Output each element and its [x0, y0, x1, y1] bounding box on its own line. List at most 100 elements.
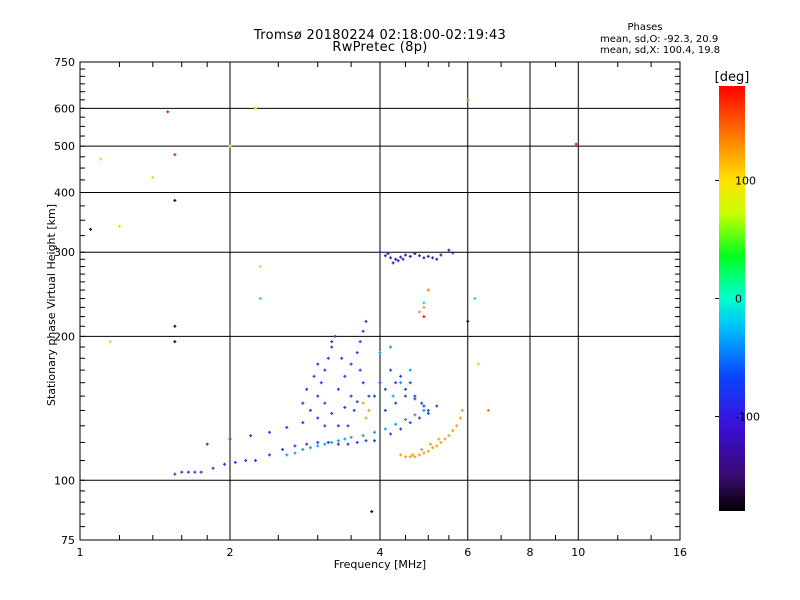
data-point — [426, 254, 430, 258]
data-point — [394, 401, 398, 405]
data-point — [253, 106, 257, 110]
x-tick-label: 10 — [571, 546, 585, 559]
y-tick-label: 500 — [54, 140, 75, 153]
data-point — [173, 198, 177, 202]
data-point — [343, 374, 347, 378]
data-point — [413, 413, 417, 417]
data-point — [447, 248, 451, 252]
data-point — [336, 424, 340, 428]
data-point — [408, 381, 412, 385]
data-point — [205, 442, 209, 446]
data-point — [389, 368, 393, 372]
data-point — [340, 356, 344, 360]
y-tick-label: 200 — [54, 330, 75, 343]
data-point — [285, 425, 289, 429]
data-point — [383, 427, 387, 431]
data-point — [422, 408, 426, 412]
x-tick-label: 8 — [527, 546, 534, 559]
data-point — [408, 368, 412, 372]
data-point — [346, 442, 350, 446]
data-point — [293, 444, 297, 448]
data-point — [426, 411, 430, 415]
x-tick-label: 1 — [77, 546, 84, 559]
data-point — [361, 381, 365, 385]
data-point — [330, 345, 334, 349]
data-point — [308, 446, 312, 450]
data-point — [422, 305, 426, 309]
data-point — [228, 144, 232, 148]
data-point — [443, 437, 447, 441]
data-point — [346, 424, 350, 428]
data-point — [451, 429, 455, 433]
data-point — [439, 253, 443, 257]
data-point — [258, 297, 262, 301]
data-point — [458, 416, 462, 420]
data-point — [349, 362, 353, 366]
data-point — [305, 442, 309, 446]
data-point — [417, 254, 421, 258]
data-point — [399, 374, 403, 378]
data-point — [316, 416, 320, 420]
x-tick-label: 6 — [464, 546, 471, 559]
data-point — [316, 440, 320, 444]
data-point — [358, 340, 362, 344]
data-point — [173, 472, 177, 476]
data-point — [435, 257, 439, 261]
colorbar-tick-label: -100 — [735, 411, 760, 424]
data-point — [267, 430, 271, 434]
data-point — [361, 401, 365, 405]
data-point — [417, 453, 421, 457]
data-point — [305, 387, 309, 391]
data-point — [399, 427, 403, 431]
colorbar-tick-label: 0 — [735, 293, 742, 306]
data-point — [486, 408, 490, 412]
data-point — [411, 453, 415, 457]
x-axis-label: Frequency [MHz] — [333, 558, 427, 571]
data-point — [417, 310, 421, 314]
data-point — [330, 411, 334, 415]
data-point — [323, 424, 327, 428]
data-point — [323, 442, 327, 446]
data-point — [403, 387, 407, 391]
data-point — [383, 408, 387, 412]
data-point — [151, 175, 155, 179]
data-point — [233, 460, 237, 464]
data-point — [455, 424, 459, 428]
colorbar-tick-label: 100 — [735, 174, 756, 187]
data-point — [426, 288, 430, 292]
data-point — [166, 110, 170, 114]
data-point — [476, 362, 480, 366]
data-point — [394, 381, 398, 385]
data-point — [312, 374, 316, 378]
x-tick-label: 16 — [673, 546, 687, 559]
data-point — [460, 408, 464, 412]
data-point — [364, 319, 368, 323]
data-point — [396, 259, 400, 263]
data-point — [401, 257, 405, 261]
data-point — [319, 381, 323, 385]
data-point — [258, 265, 262, 269]
chart-subtitle: RwPretec (8p) — [332, 40, 428, 55]
data-point — [389, 432, 393, 436]
data-point — [367, 408, 371, 412]
data-point — [316, 362, 320, 366]
data-point — [431, 256, 435, 260]
data-point — [574, 142, 578, 146]
y-tick-label: 400 — [54, 186, 75, 199]
data-point — [373, 439, 377, 443]
data-point — [403, 455, 407, 459]
data-point — [285, 453, 289, 457]
data-point — [399, 381, 403, 385]
data-point — [336, 442, 340, 446]
chart-title: Tromsø 20180224 02:18:00-02:19:43 — [253, 28, 507, 43]
phase-stats-o: mean, sd,O: -92.3, 20.9 — [600, 34, 719, 45]
data-point — [394, 422, 398, 426]
data-point — [373, 394, 377, 398]
data-point — [186, 470, 190, 474]
data-point — [301, 421, 305, 425]
data-point — [180, 470, 184, 474]
data-point — [391, 394, 395, 398]
data-point — [408, 254, 412, 258]
y-tick-label: 300 — [54, 246, 75, 259]
